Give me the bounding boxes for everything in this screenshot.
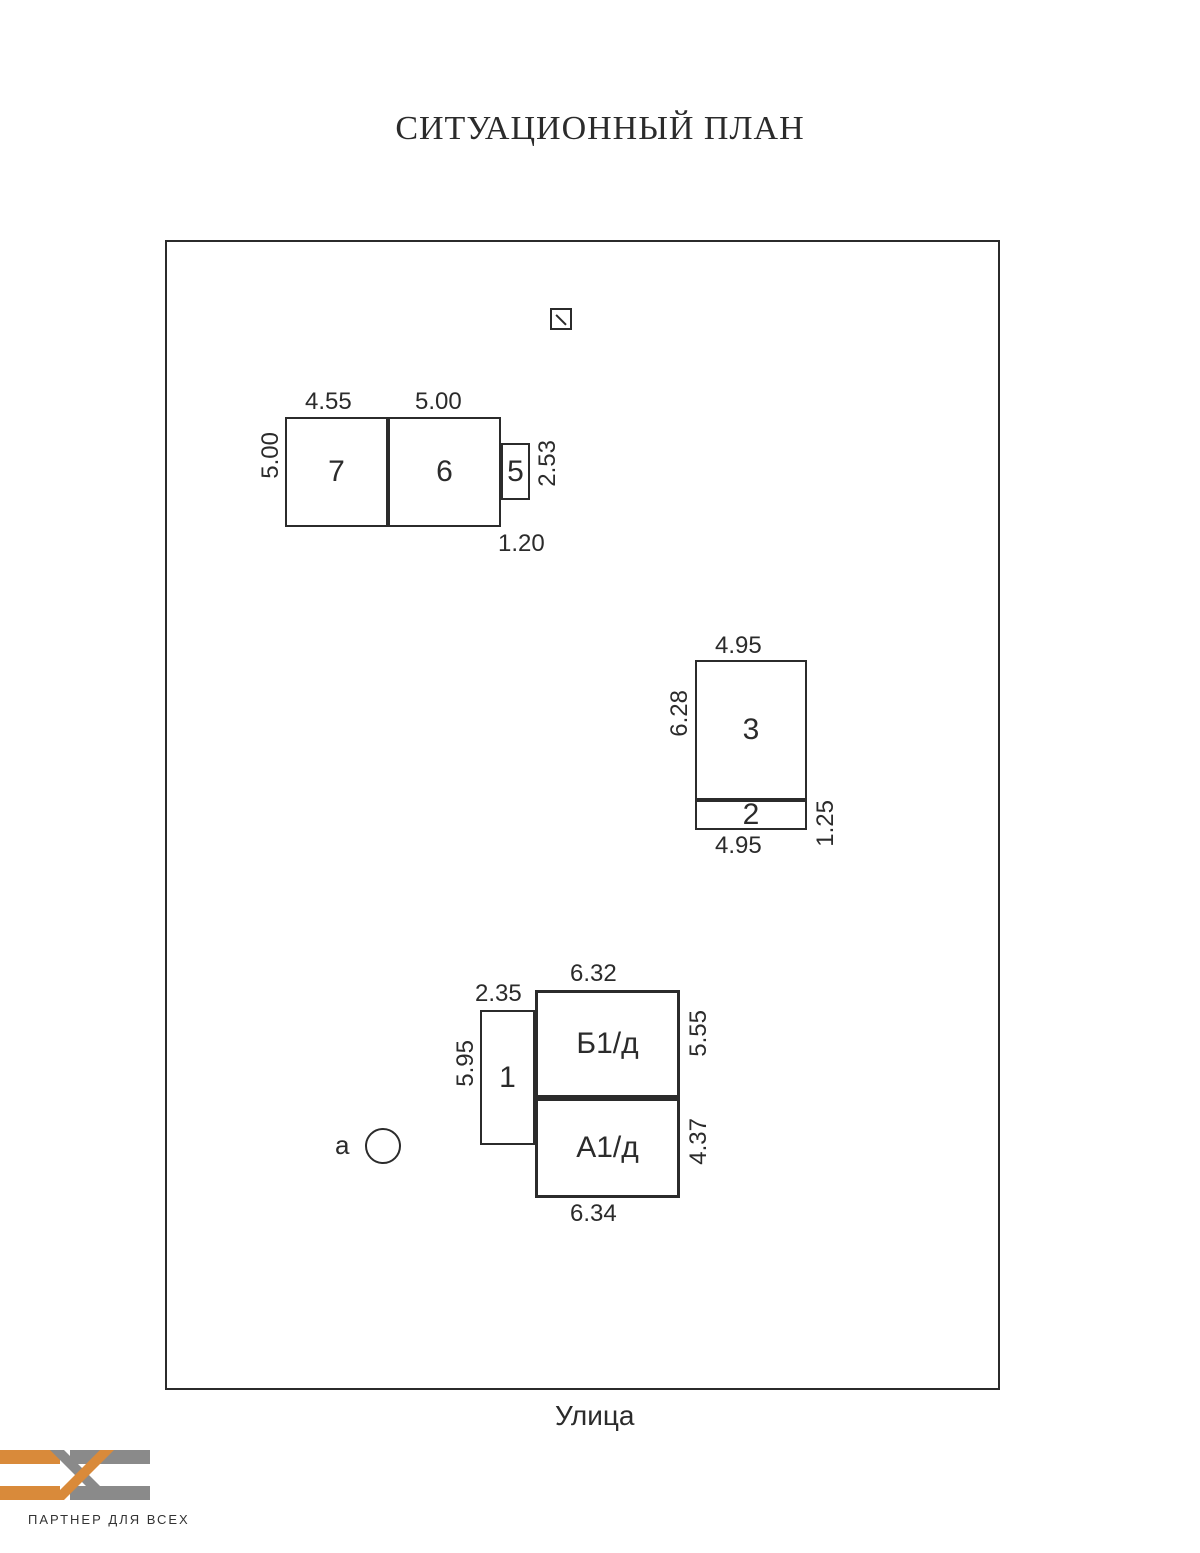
dimension-label: 4.95 <box>715 832 762 860</box>
building-label: 5 <box>507 455 524 489</box>
dimension-label: 5.95 <box>452 1040 480 1087</box>
building-b1: 1 <box>480 1010 535 1145</box>
dimension-label: 1.20 <box>498 530 545 558</box>
page: СИТУАЦИОННЫЙ ПЛАН 7 6 5 3 2 1 Б1/д А1/д 4.55 5.0… <box>0 0 1200 1553</box>
building-label: 2 <box>743 798 760 832</box>
dimension-label: 5.00 <box>257 432 285 479</box>
page-title: СИТУАЦИОННЫЙ ПЛАН <box>0 110 1200 148</box>
building-b5: 5 <box>501 443 530 500</box>
building-b6: 6 <box>388 417 501 527</box>
dimension-label: 4.55 <box>305 388 352 416</box>
building-b3: 3 <box>695 660 807 800</box>
partner-logo-text: ПАРТНЕР ДЛЯ ВСЕХ <box>28 1512 190 1527</box>
dimension-label: 2.53 <box>534 440 562 487</box>
well-label: а <box>335 1130 349 1161</box>
dimension-label: 4.37 <box>685 1118 713 1165</box>
building-label: А1/д <box>576 1131 639 1165</box>
building-b2: 2 <box>695 800 807 830</box>
dimension-label: 5.55 <box>685 1010 713 1057</box>
building-label: Б1/д <box>576 1027 638 1061</box>
building-bA1d: А1/д <box>535 1098 680 1198</box>
dimension-label: 6.28 <box>666 690 694 737</box>
building-b7: 7 <box>285 417 388 527</box>
dimension-label: 6.34 <box>570 1200 617 1228</box>
dimension-label: 5.00 <box>415 388 462 416</box>
building-label: 1 <box>499 1061 516 1095</box>
dimension-label: 6.32 <box>570 960 617 988</box>
dimension-label: 2.35 <box>475 980 522 1008</box>
street-caption: Улица <box>555 1400 635 1432</box>
well-icon <box>365 1128 401 1164</box>
dimension-label: 4.95 <box>715 632 762 660</box>
building-label: 7 <box>328 455 345 489</box>
partner-logo-icon <box>0 1440 170 1510</box>
building-label: 3 <box>743 713 760 747</box>
north-marker-icon <box>550 308 572 330</box>
building-label: 6 <box>436 455 453 489</box>
building-bB1d: Б1/д <box>535 990 680 1098</box>
dimension-label: 1.25 <box>812 800 840 847</box>
